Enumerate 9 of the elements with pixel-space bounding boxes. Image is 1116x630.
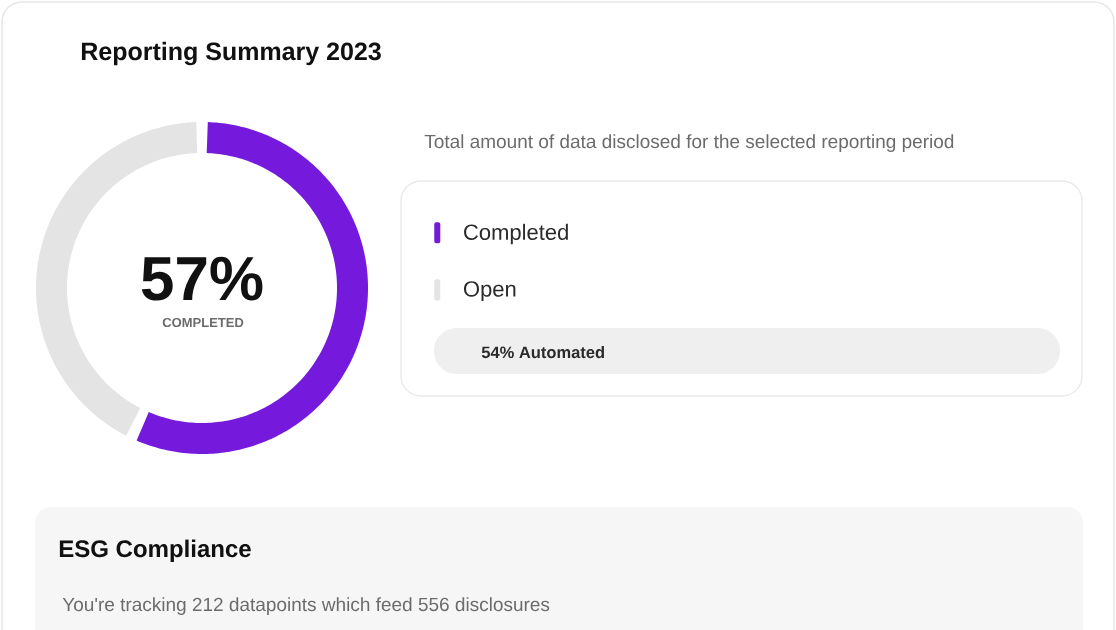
text: Total amount of data disclosed for the selected reporting period [424,134,954,152]
legend-label: Open [463,281,516,302]
text: COMPLETED [162,317,244,328]
text: ESG Compliance [59,539,251,562]
text: 54% Automated [481,346,604,359]
chart-title: Reporting Summary 2023 [81,41,381,66]
text: You're tracking 212 datapoints which feed 556 disclosures [62,597,550,615]
text: 57% [141,256,263,301]
legend-label: Completed [464,223,568,245]
